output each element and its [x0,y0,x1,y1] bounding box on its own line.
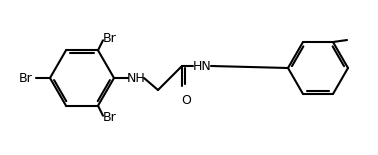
Text: Br: Br [103,32,117,45]
Text: Br: Br [18,71,32,84]
Text: Br: Br [103,111,117,124]
Text: O: O [181,95,191,108]
Text: HN: HN [193,60,211,73]
Text: NH: NH [127,71,146,84]
